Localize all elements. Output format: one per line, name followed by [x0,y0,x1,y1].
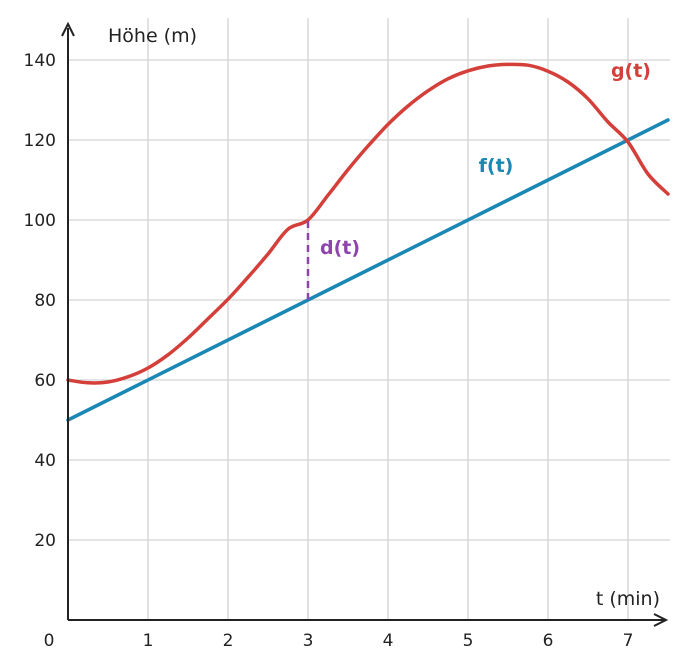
axes [61,21,669,627]
x-axis-title: t (min) [596,588,660,610]
series-label-gt: g(t) [611,60,651,82]
y-axis-title: Höhe (m) [108,25,197,47]
difference-label: d(t) [320,237,360,259]
series-layer [66,62,670,422]
grid [68,18,670,620]
x-tick-label: 6 [543,631,554,651]
y-tick-label: 40 [34,451,56,471]
tick-labels: 1 2 3 4 5 6 7 20 40 60 80 100 120 140 [24,51,634,651]
y-tick-label: 140 [24,51,56,71]
x-tick-label: 1 [143,631,154,651]
origin-label: 0 [44,631,55,651]
x-tick-label: 5 [463,631,474,651]
series-line-gt [66,62,670,385]
y-tick-label: 60 [34,371,56,391]
y-tick-label: 20 [34,531,56,551]
y-tick-label: 100 [24,211,56,231]
y-tick-label: 120 [24,131,56,151]
series-label-ft: f(t) [479,155,514,177]
series-labels: f(t) g(t) d(t) [320,60,651,259]
y-tick-label: 80 [34,291,56,311]
x-tick-label: 7 [623,631,634,651]
y-axis-arrow [61,21,75,37]
x-tick-label: 2 [223,631,234,651]
series-line-ft [66,118,670,422]
x-tick-label: 4 [383,631,394,651]
x-axis-arrow [653,613,669,627]
x-tick-label: 3 [303,631,314,651]
